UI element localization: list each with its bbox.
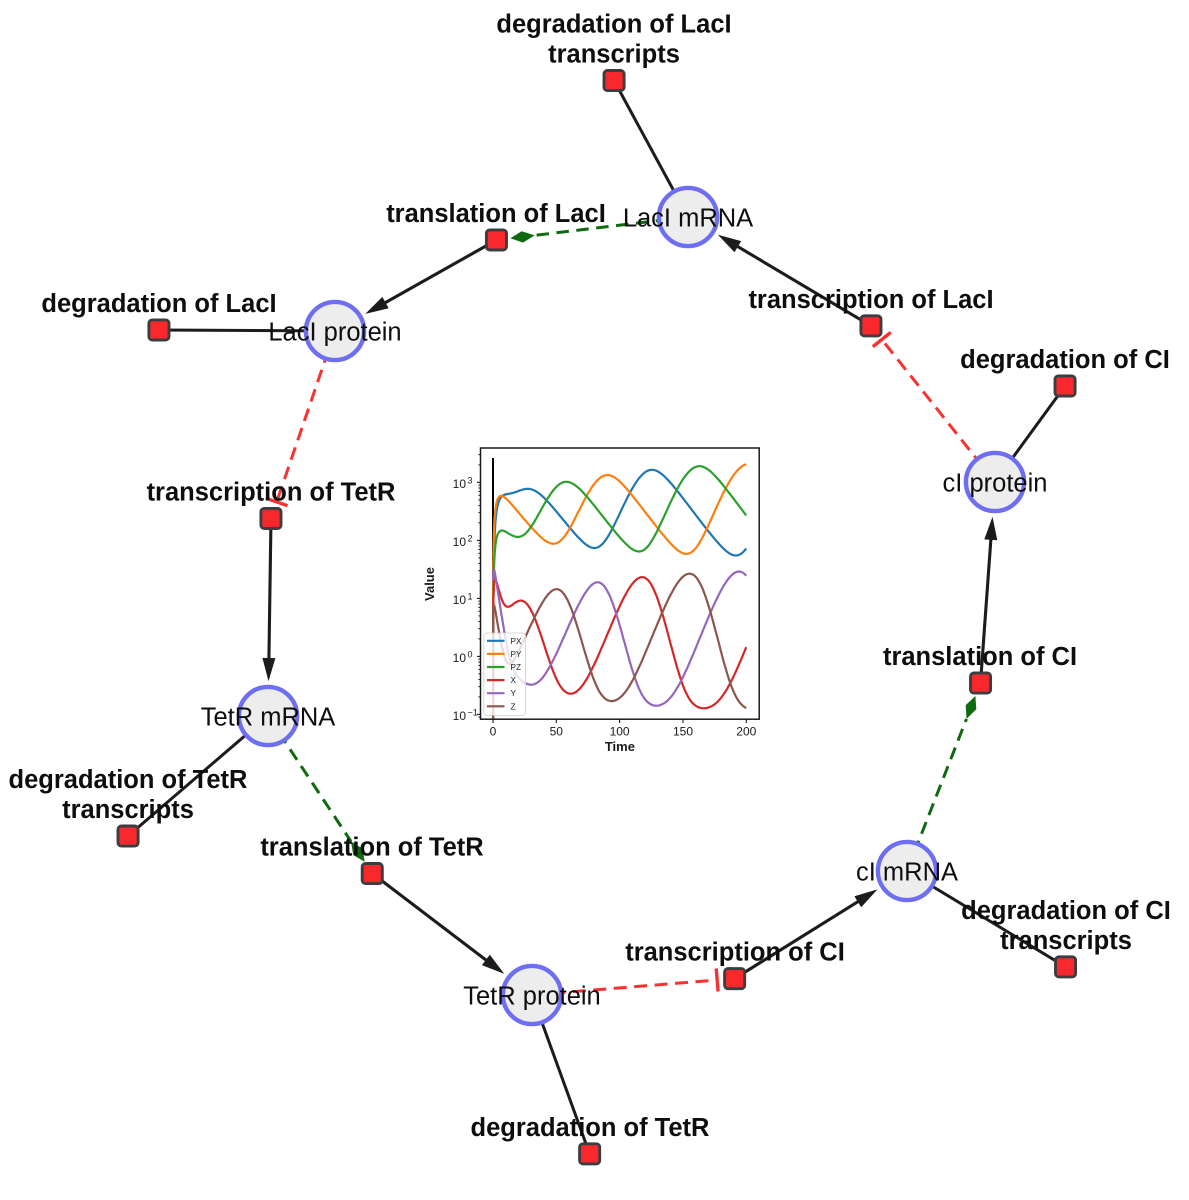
svg-text:0: 0 (468, 649, 473, 659)
svg-text:PZ: PZ (511, 663, 521, 672)
svg-text:X: X (511, 676, 517, 685)
svg-text:degradation of TetR: degradation of TetR (471, 1114, 710, 1142)
svg-text:Value: Value (422, 567, 437, 601)
svg-text:transcription of CI: transcription of CI (625, 939, 845, 967)
svg-text:Z: Z (511, 702, 516, 711)
svg-text:degradation of CI: degradation of CI (961, 897, 1171, 925)
svg-text:LacI mRNA: LacI mRNA (623, 205, 753, 233)
svg-text:PY: PY (511, 650, 522, 659)
svg-text:3: 3 (468, 475, 473, 485)
svg-text:TetR mRNA: TetR mRNA (201, 704, 336, 732)
svg-text:cI mRNA: cI mRNA (856, 859, 958, 887)
svg-text:Time: Time (605, 739, 635, 754)
svg-text:PX: PX (511, 637, 522, 646)
svg-text:TetR protein: TetR protein (463, 983, 601, 1011)
svg-text:200: 200 (736, 725, 756, 739)
svg-text:degradation of LacI: degradation of LacI (41, 290, 276, 318)
svg-text:translation of TetR: translation of TetR (260, 834, 483, 862)
svg-text:degradation of TetR: degradation of TetR (9, 766, 248, 794)
svg-text:10: 10 (453, 709, 467, 723)
svg-text:translation of CI: translation of CI (883, 643, 1077, 671)
svg-text:transcripts: transcripts (1000, 927, 1132, 955)
svg-text:0: 0 (490, 725, 497, 739)
svg-text:10: 10 (453, 593, 467, 607)
svg-text:transcription of TetR: transcription of TetR (147, 479, 396, 507)
svg-text:−1: −1 (468, 707, 478, 717)
svg-text:150: 150 (673, 725, 693, 739)
svg-text:1: 1 (468, 591, 473, 601)
svg-text:Y: Y (511, 689, 517, 698)
svg-text:transcripts: transcripts (548, 41, 680, 69)
svg-text:translation of LacI: translation of LacI (386, 200, 606, 228)
svg-text:degradation of CI: degradation of CI (960, 346, 1170, 374)
svg-text:2: 2 (468, 533, 473, 543)
svg-text:100: 100 (610, 725, 630, 739)
svg-text:cI protein: cI protein (943, 470, 1048, 498)
svg-text:degradation of LacI: degradation of LacI (496, 11, 731, 39)
svg-text:50: 50 (550, 725, 564, 739)
svg-text:10: 10 (453, 651, 467, 665)
svg-text:10: 10 (453, 477, 467, 491)
svg-text:transcription of LacI: transcription of LacI (748, 286, 993, 314)
svg-text:LacI protein: LacI protein (268, 319, 401, 347)
svg-text:10: 10 (453, 535, 467, 549)
svg-text:transcripts: transcripts (62, 796, 194, 824)
